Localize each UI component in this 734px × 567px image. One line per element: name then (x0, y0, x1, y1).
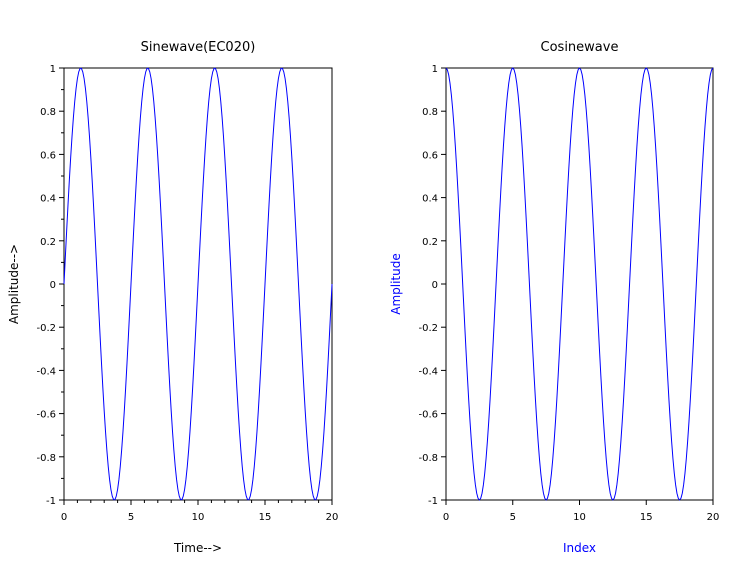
sine-plot-x-tick-label: 0 (61, 512, 67, 523)
cosine-plot-y-tick-label: 0.2 (422, 237, 438, 248)
sine-plot-y-tick-label: 0.4 (40, 194, 56, 205)
sine-plot-y-tick-label: -0.2 (36, 323, 56, 334)
cosine-plot-series-line (445, 67, 714, 501)
sine-plot-x-tick-label: 20 (326, 512, 339, 523)
sine-plot-y-tick-label: -1 (46, 496, 56, 507)
sine-plot-y-tick-label: -0.6 (36, 410, 56, 421)
cosine-plot-y-tick-label: -0.4 (418, 366, 438, 377)
cosine-plot-y-tick-label: 1 (432, 64, 438, 75)
cosine-plot-frame (445, 67, 714, 501)
cosine-plot: Cosinewave Index Amplitude 0 5 10 15 20-1-0.… (389, 40, 719, 555)
sine-plot-y-tick-label: -0.4 (36, 366, 56, 377)
cosine-plot-x-tick-label: 5 (510, 512, 516, 523)
cosine-plot-y-tick-label: 0 (432, 280, 438, 291)
cosine-plot-y-tick-label: 0.4 (422, 194, 438, 205)
sine-plot-y-tick-label: 0.2 (40, 237, 56, 248)
sine-plot-y-tick-label: 1 (50, 64, 56, 75)
sine-plot-y-tick-label: 0 (50, 280, 56, 291)
cosine-plot-y-tick-label: -0.2 (418, 323, 438, 334)
cosine-plot-y-tick-label: -1 (428, 496, 438, 507)
sine-plot: Sinewave(EC020) Time--> Amplitude--> 0 5 1… (7, 40, 338, 555)
sine-plot-y-axis-label: Amplitude--> (7, 244, 21, 324)
sine-plot-x-tick-label: 15 (259, 512, 272, 523)
sine-plot-title: Sinewave(EC020) (141, 40, 256, 55)
cosine-plot-x-tick-label: 15 (640, 512, 653, 523)
cosine-plot-y-axis-label: Amplitude (389, 253, 403, 315)
cosine-plot-x-tick-label: 10 (573, 512, 586, 523)
sine-plot-y-tick-label: -0.8 (36, 453, 56, 464)
cosine-plot-y-tick-label: -0.8 (418, 453, 438, 464)
cosine-plot-x-axis-label: Index (563, 541, 596, 555)
sine-plot-y-tick-label: 0.8 (40, 107, 56, 118)
sine-plot-series-line (63, 67, 333, 501)
cosine-plot-y-tick-label: -0.6 (418, 410, 438, 421)
cosine-plot-y-tick-label: 0.8 (422, 107, 438, 118)
sine-plot-y-tick-label: 0.6 (40, 150, 56, 161)
cosine-plot-y-tick-label: 0.6 (422, 150, 438, 161)
cosine-plot-title: Cosinewave (541, 40, 619, 55)
cosine-plot-x-tick-label: 20 (707, 512, 720, 523)
sine-plot-x-axis-label: Time--> (173, 541, 222, 555)
sine-plot-x-tick-label: 5 (128, 512, 134, 523)
cosine-plot-x-tick-label: 0 (443, 512, 449, 523)
sine-plot-x-tick-label: 10 (192, 512, 205, 523)
